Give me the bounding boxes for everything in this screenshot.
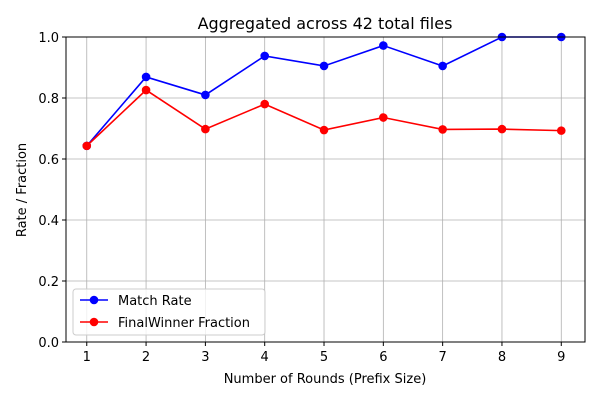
y-tick-label: 0.8 <box>38 92 59 107</box>
y-tick-label: 0.0 <box>38 336 59 351</box>
series-group <box>82 32 566 151</box>
x-tick-label: 9 <box>557 350 565 365</box>
x-tick-label: 1 <box>83 350 91 365</box>
x-tick-label: 4 <box>261 350 269 365</box>
data-point-series-2 <box>438 125 447 134</box>
y-tick-label: 0.4 <box>38 214 59 229</box>
x-tick-label: 5 <box>320 350 328 365</box>
data-point-series-1 <box>141 72 151 82</box>
x-tick-label: 6 <box>379 350 387 365</box>
x-tick-label: 2 <box>142 350 150 365</box>
data-point-series-2 <box>82 141 92 151</box>
x-tick-label: 3 <box>201 350 209 365</box>
data-point-series-1 <box>438 61 447 71</box>
legend-swatch-marker <box>89 317 99 327</box>
y-tick-label: 0.2 <box>38 275 59 290</box>
legend-label: Match Rate <box>118 294 192 309</box>
legend: Match Rate FinalWinner Fraction <box>72 288 266 336</box>
legend-swatch-marker <box>89 295 99 305</box>
data-point-series-2 <box>260 99 270 109</box>
y-tick-label: 1.0 <box>38 31 59 46</box>
x-tick-label: 7 <box>439 350 447 365</box>
data-point-series-1 <box>379 41 388 50</box>
data-point-series-2 <box>201 124 210 134</box>
data-point-series-1 <box>260 51 270 61</box>
data-point-series-2 <box>319 125 329 135</box>
data-point-series-2 <box>497 124 507 134</box>
data-point-series-2 <box>141 85 151 95</box>
legend-label: FinalWinner Fraction <box>118 316 250 331</box>
x-tick-label: 8 <box>498 350 506 365</box>
legend-box <box>72 288 266 336</box>
data-point-series-1 <box>201 90 210 100</box>
chart-title: Aggregated across 42 total files <box>198 14 453 33</box>
plot-frame <box>65 36 586 343</box>
y-axis-title: Rate / Fraction <box>15 143 30 237</box>
y-tick-label: 0.6 <box>38 153 59 168</box>
x-axis-title: Number of Rounds (Prefix Size) <box>224 372 427 387</box>
data-point-series-1 <box>319 61 329 71</box>
axis-ticks: 1 2 3 4 5 6 7 8 9 0.0 0.2 0.4 0.6 0.8 1.0 <box>38 31 565 365</box>
data-point-series-2 <box>556 126 566 135</box>
data-point-series-2 <box>379 113 388 122</box>
